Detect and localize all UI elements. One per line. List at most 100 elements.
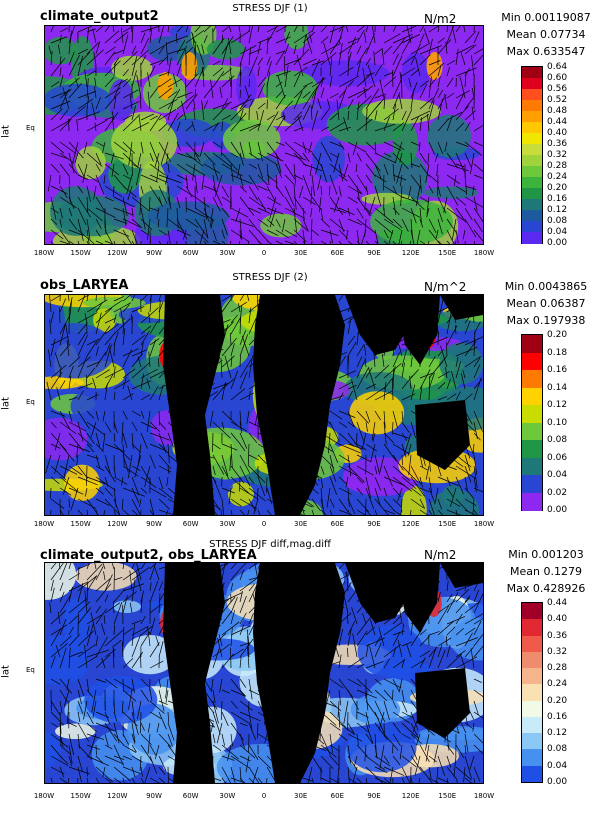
stress-arrow xyxy=(266,678,281,688)
stress-arrow xyxy=(104,373,114,390)
stress-arrow xyxy=(356,196,371,217)
stress-arrow xyxy=(410,68,420,77)
stress-arrow xyxy=(464,700,475,720)
stress-arrow xyxy=(95,229,101,238)
map-plot xyxy=(44,25,484,245)
stress-arrow xyxy=(356,476,364,484)
stress-arrow xyxy=(266,163,270,186)
stress-arrow xyxy=(320,498,326,515)
stress-arrow xyxy=(112,601,115,614)
stress-arrow xyxy=(356,72,372,88)
stress-arrow xyxy=(383,141,402,151)
stress-arrow xyxy=(362,67,367,88)
stress-arrow xyxy=(68,615,79,625)
stress-arrow xyxy=(401,733,411,740)
stress-arrow xyxy=(140,295,148,302)
stress-arrow xyxy=(176,91,193,99)
stress-arrow xyxy=(356,711,369,718)
stress-arrow xyxy=(257,634,269,647)
stress-arrow xyxy=(437,755,446,777)
stress-arrow xyxy=(59,582,64,592)
stress-arrow xyxy=(401,443,407,458)
stress-arrow xyxy=(221,378,235,390)
stress-arrow xyxy=(419,295,436,302)
stress-arrow xyxy=(383,476,406,486)
stress-arrow xyxy=(464,711,468,725)
stress-arrow xyxy=(356,689,377,699)
stress-arrow xyxy=(221,321,235,335)
stress-arrow xyxy=(176,604,182,614)
stress-arrow xyxy=(392,55,403,77)
stress-arrow xyxy=(59,88,72,99)
stress-arrow xyxy=(95,152,102,165)
stress-arrow xyxy=(374,98,385,110)
stress-arrow xyxy=(50,700,61,716)
stress-arrow xyxy=(320,229,339,236)
stress-arrow xyxy=(374,465,378,475)
field-blob xyxy=(429,489,480,515)
stress-arrow xyxy=(158,26,165,44)
stress-arrow xyxy=(257,316,269,324)
stress-arrow xyxy=(239,733,245,749)
stress-arrow xyxy=(67,777,70,783)
stress-arrow xyxy=(158,229,168,236)
stress-arrow xyxy=(176,207,179,229)
stress-arrow xyxy=(356,777,362,783)
stress-arrow xyxy=(367,64,376,88)
stress-arrow xyxy=(239,108,244,121)
stress-arrow xyxy=(437,650,446,669)
stress-arrow xyxy=(113,755,125,761)
stress-arrow xyxy=(428,62,445,77)
stress-arrow xyxy=(95,218,102,229)
stress-arrow xyxy=(238,303,241,313)
stress-arrow xyxy=(122,174,132,180)
stress-arrow xyxy=(68,295,70,302)
stress-arrow xyxy=(374,575,384,592)
stress-arrow xyxy=(343,700,349,724)
stress-arrow xyxy=(410,580,414,592)
stress-arrow xyxy=(86,229,90,244)
stress-arrow xyxy=(257,358,264,368)
stress-arrow xyxy=(149,207,159,212)
colorbar-label: 0.20 xyxy=(547,695,568,706)
stress-arrow xyxy=(453,174,457,186)
stress-arrow xyxy=(230,648,244,658)
colorbar-swatch xyxy=(522,492,542,511)
stress-arrow xyxy=(257,625,265,636)
stress-arrow xyxy=(230,777,246,783)
stress-arrow xyxy=(140,722,145,731)
stress-arrow xyxy=(122,627,134,636)
stress-arrow xyxy=(167,314,182,324)
stress-arrow xyxy=(459,75,466,99)
stress-arrow xyxy=(383,658,390,669)
stress-arrow xyxy=(239,722,248,727)
stress-arrow xyxy=(248,574,268,581)
stress-arrow xyxy=(113,318,131,335)
stress-arrow xyxy=(302,152,310,162)
stress-arrow xyxy=(95,97,101,110)
stress-arrow xyxy=(473,31,480,44)
stress-arrow xyxy=(77,644,96,658)
stress-arrow xyxy=(113,240,116,244)
stress-arrow xyxy=(284,600,295,614)
stress-arrow xyxy=(158,358,160,368)
stress-arrow xyxy=(185,47,194,55)
stress-arrow xyxy=(257,66,260,77)
stress-arrow xyxy=(473,678,483,683)
stress-arrow xyxy=(50,119,72,132)
stress-arrow xyxy=(419,84,428,99)
stress-arrow xyxy=(104,722,118,742)
units-label: N/m2 xyxy=(424,548,457,562)
stress-arrow xyxy=(68,755,73,767)
stress-arrow xyxy=(95,678,107,683)
stress-arrow xyxy=(201,174,205,190)
stress-arrow xyxy=(176,95,195,110)
field-blob xyxy=(82,296,146,309)
stress-arrow xyxy=(140,330,150,346)
stress-arrow xyxy=(185,385,196,390)
stress-arrow xyxy=(257,700,264,712)
stress-arrow xyxy=(176,63,182,77)
x-tick-label: 30W xyxy=(219,792,236,800)
stress-arrow xyxy=(446,626,456,636)
stress-arrow xyxy=(90,612,97,636)
